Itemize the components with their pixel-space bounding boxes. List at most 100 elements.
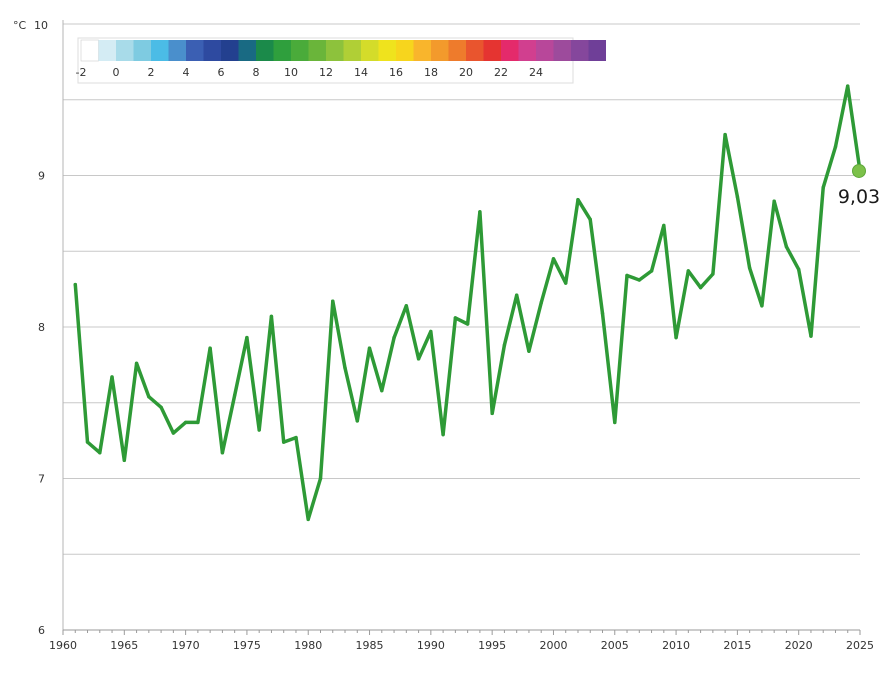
legend-swatch [308,40,326,61]
legend-swatch [186,40,204,61]
legend-swatch [501,40,519,61]
x-tick-label: 1965 [110,639,138,652]
legend-swatch [553,40,571,61]
data-point [269,314,274,319]
data-point [527,349,531,353]
data-point [416,357,421,361]
legend-swatch [326,40,344,61]
data-point [662,223,666,228]
legend-swatch [133,40,151,61]
y-tick-label: 10 [34,19,48,32]
legend-label: 14 [354,66,368,79]
data-point [331,299,335,303]
data-point [539,301,543,305]
data-point [294,435,298,440]
data-point [613,420,617,425]
legend-swatch [151,40,169,61]
data-point [380,388,384,393]
highlight-group: 9,03 [838,163,880,208]
legend-swatch [466,40,484,61]
series-line [73,84,862,522]
data-point [564,281,568,285]
legend-swatch [116,40,134,61]
data-point [318,476,323,481]
data-point [674,335,678,340]
data-point [85,440,90,444]
data-point [110,375,114,379]
legend-swatch [483,40,501,61]
x-tick-label: 2015 [723,639,751,652]
legend-swatch [80,39,99,62]
data-point [735,195,740,199]
legend-swatch [98,40,116,61]
data-point [490,411,494,416]
data-point [208,346,212,350]
data-point [833,145,838,149]
data-point [441,432,445,437]
data-point [478,210,482,214]
legend-label: 4 [183,66,190,79]
data-point [73,282,77,287]
data-point [134,361,139,366]
data-point [637,278,641,282]
legend-label: 20 [459,66,473,79]
y-tick-label: 7 [38,473,45,486]
legend-label: 16 [389,66,403,79]
legend-label: 12 [319,66,333,79]
color-scale-legend: -2 0 2 4 6 8 10 12 14 16 18 20 22 24 [76,37,606,84]
legend-swatch [256,40,274,61]
x-tick-label: 2025 [846,639,874,652]
x-tick-label: 2005 [601,639,629,652]
y-tick-labels: 6 7 8 9 10 [34,19,48,637]
data-point [306,517,310,522]
legend-swatch [168,40,186,61]
legend-label: 18 [424,66,438,79]
legend-label: -2 [76,66,87,79]
data-point [98,451,102,455]
legend-swatch [518,40,536,61]
legend-swatch [448,40,466,61]
legend-swatch [238,40,256,61]
x-tick-label: 1995 [478,639,506,652]
data-point [796,267,801,272]
data-point [502,343,507,347]
series-group [73,84,862,522]
y-tick-label: 9 [38,170,45,183]
data-point [698,285,703,290]
x-tick-label: 2020 [785,639,813,652]
x-tick-label: 2000 [539,639,567,652]
data-point [257,428,261,432]
highlight-point [852,163,866,178]
data-point [711,272,715,276]
data-point [760,304,764,308]
y-unit-label: °C [13,19,27,32]
data-point [245,335,249,340]
data-point [846,84,850,88]
legend-swatch [588,40,606,61]
data-point [514,293,519,297]
legend-label: 22 [494,66,508,79]
data-point [343,366,347,370]
legend-swatch [378,40,396,61]
x-tick-label: 1960 [49,639,77,652]
data-point [686,269,691,273]
data-point [772,199,776,203]
y-tick-label: 8 [38,321,45,334]
data-point [649,269,654,273]
data-point [392,335,396,340]
data-point [122,458,127,463]
legend-swatch [273,40,291,61]
legend-swatch [396,40,414,61]
x-tick-label: 1985 [356,639,384,652]
legend-swatch [413,40,431,61]
data-point [429,329,433,334]
data-point [171,431,176,435]
data-point [809,334,813,338]
data-point [355,419,359,423]
legend-label: 24 [529,66,543,79]
x-tick-label: 1980 [294,639,322,652]
x-tick-label: 1975 [233,639,261,652]
x-tick-label: 2010 [662,639,690,652]
data-point [600,311,605,316]
data-point [465,322,470,326]
